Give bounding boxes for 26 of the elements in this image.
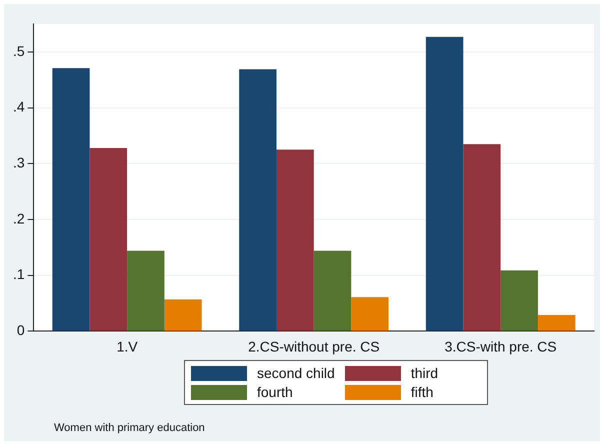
text: Women with primary education	[54, 422, 205, 434]
legend-label: third	[410, 365, 438, 381]
legend-label: fourth	[257, 384, 293, 400]
bar	[463, 144, 501, 331]
bar	[314, 250, 352, 331]
bar	[164, 299, 202, 331]
x-tick-label: 2.CS-without pre. CS	[248, 338, 380, 354]
bar	[426, 36, 464, 331]
bar	[351, 297, 389, 331]
x-tick-label: 3.CS-with pre. CS	[444, 338, 557, 354]
x-tick-label: 1.V	[116, 338, 138, 354]
bar	[52, 68, 90, 331]
y-tick-label: .2	[12, 210, 25, 226]
y-tick-label: 0	[16, 322, 25, 338]
y-tick-label: .3	[12, 154, 25, 170]
y-tick-label: .1	[12, 266, 25, 282]
bar	[276, 150, 314, 331]
bar	[538, 315, 576, 331]
y-tick-label: .4	[12, 98, 25, 115]
bar	[90, 148, 128, 331]
legend-label: fifth	[410, 384, 434, 400]
bar	[500, 270, 538, 331]
y-tick-label: .5	[12, 42, 25, 59]
legend-label: second child	[257, 365, 335, 381]
bar	[239, 69, 276, 331]
bar	[127, 250, 164, 331]
